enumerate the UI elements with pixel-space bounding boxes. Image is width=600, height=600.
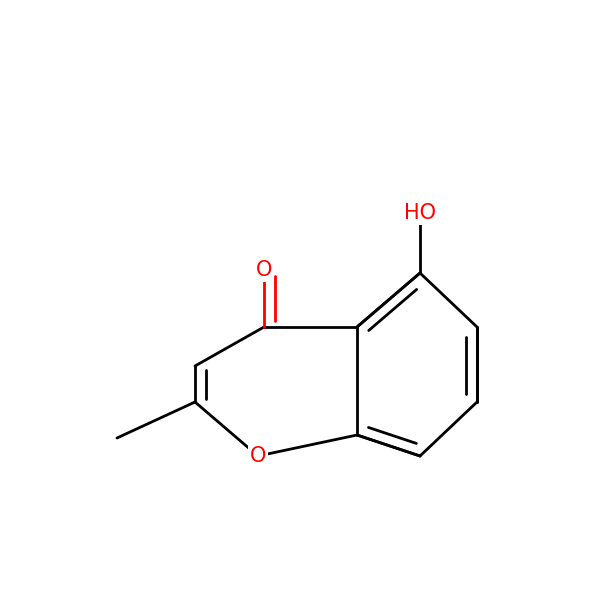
- Text: O: O: [250, 446, 266, 466]
- Text: HO: HO: [404, 203, 436, 223]
- Text: O: O: [256, 260, 272, 280]
